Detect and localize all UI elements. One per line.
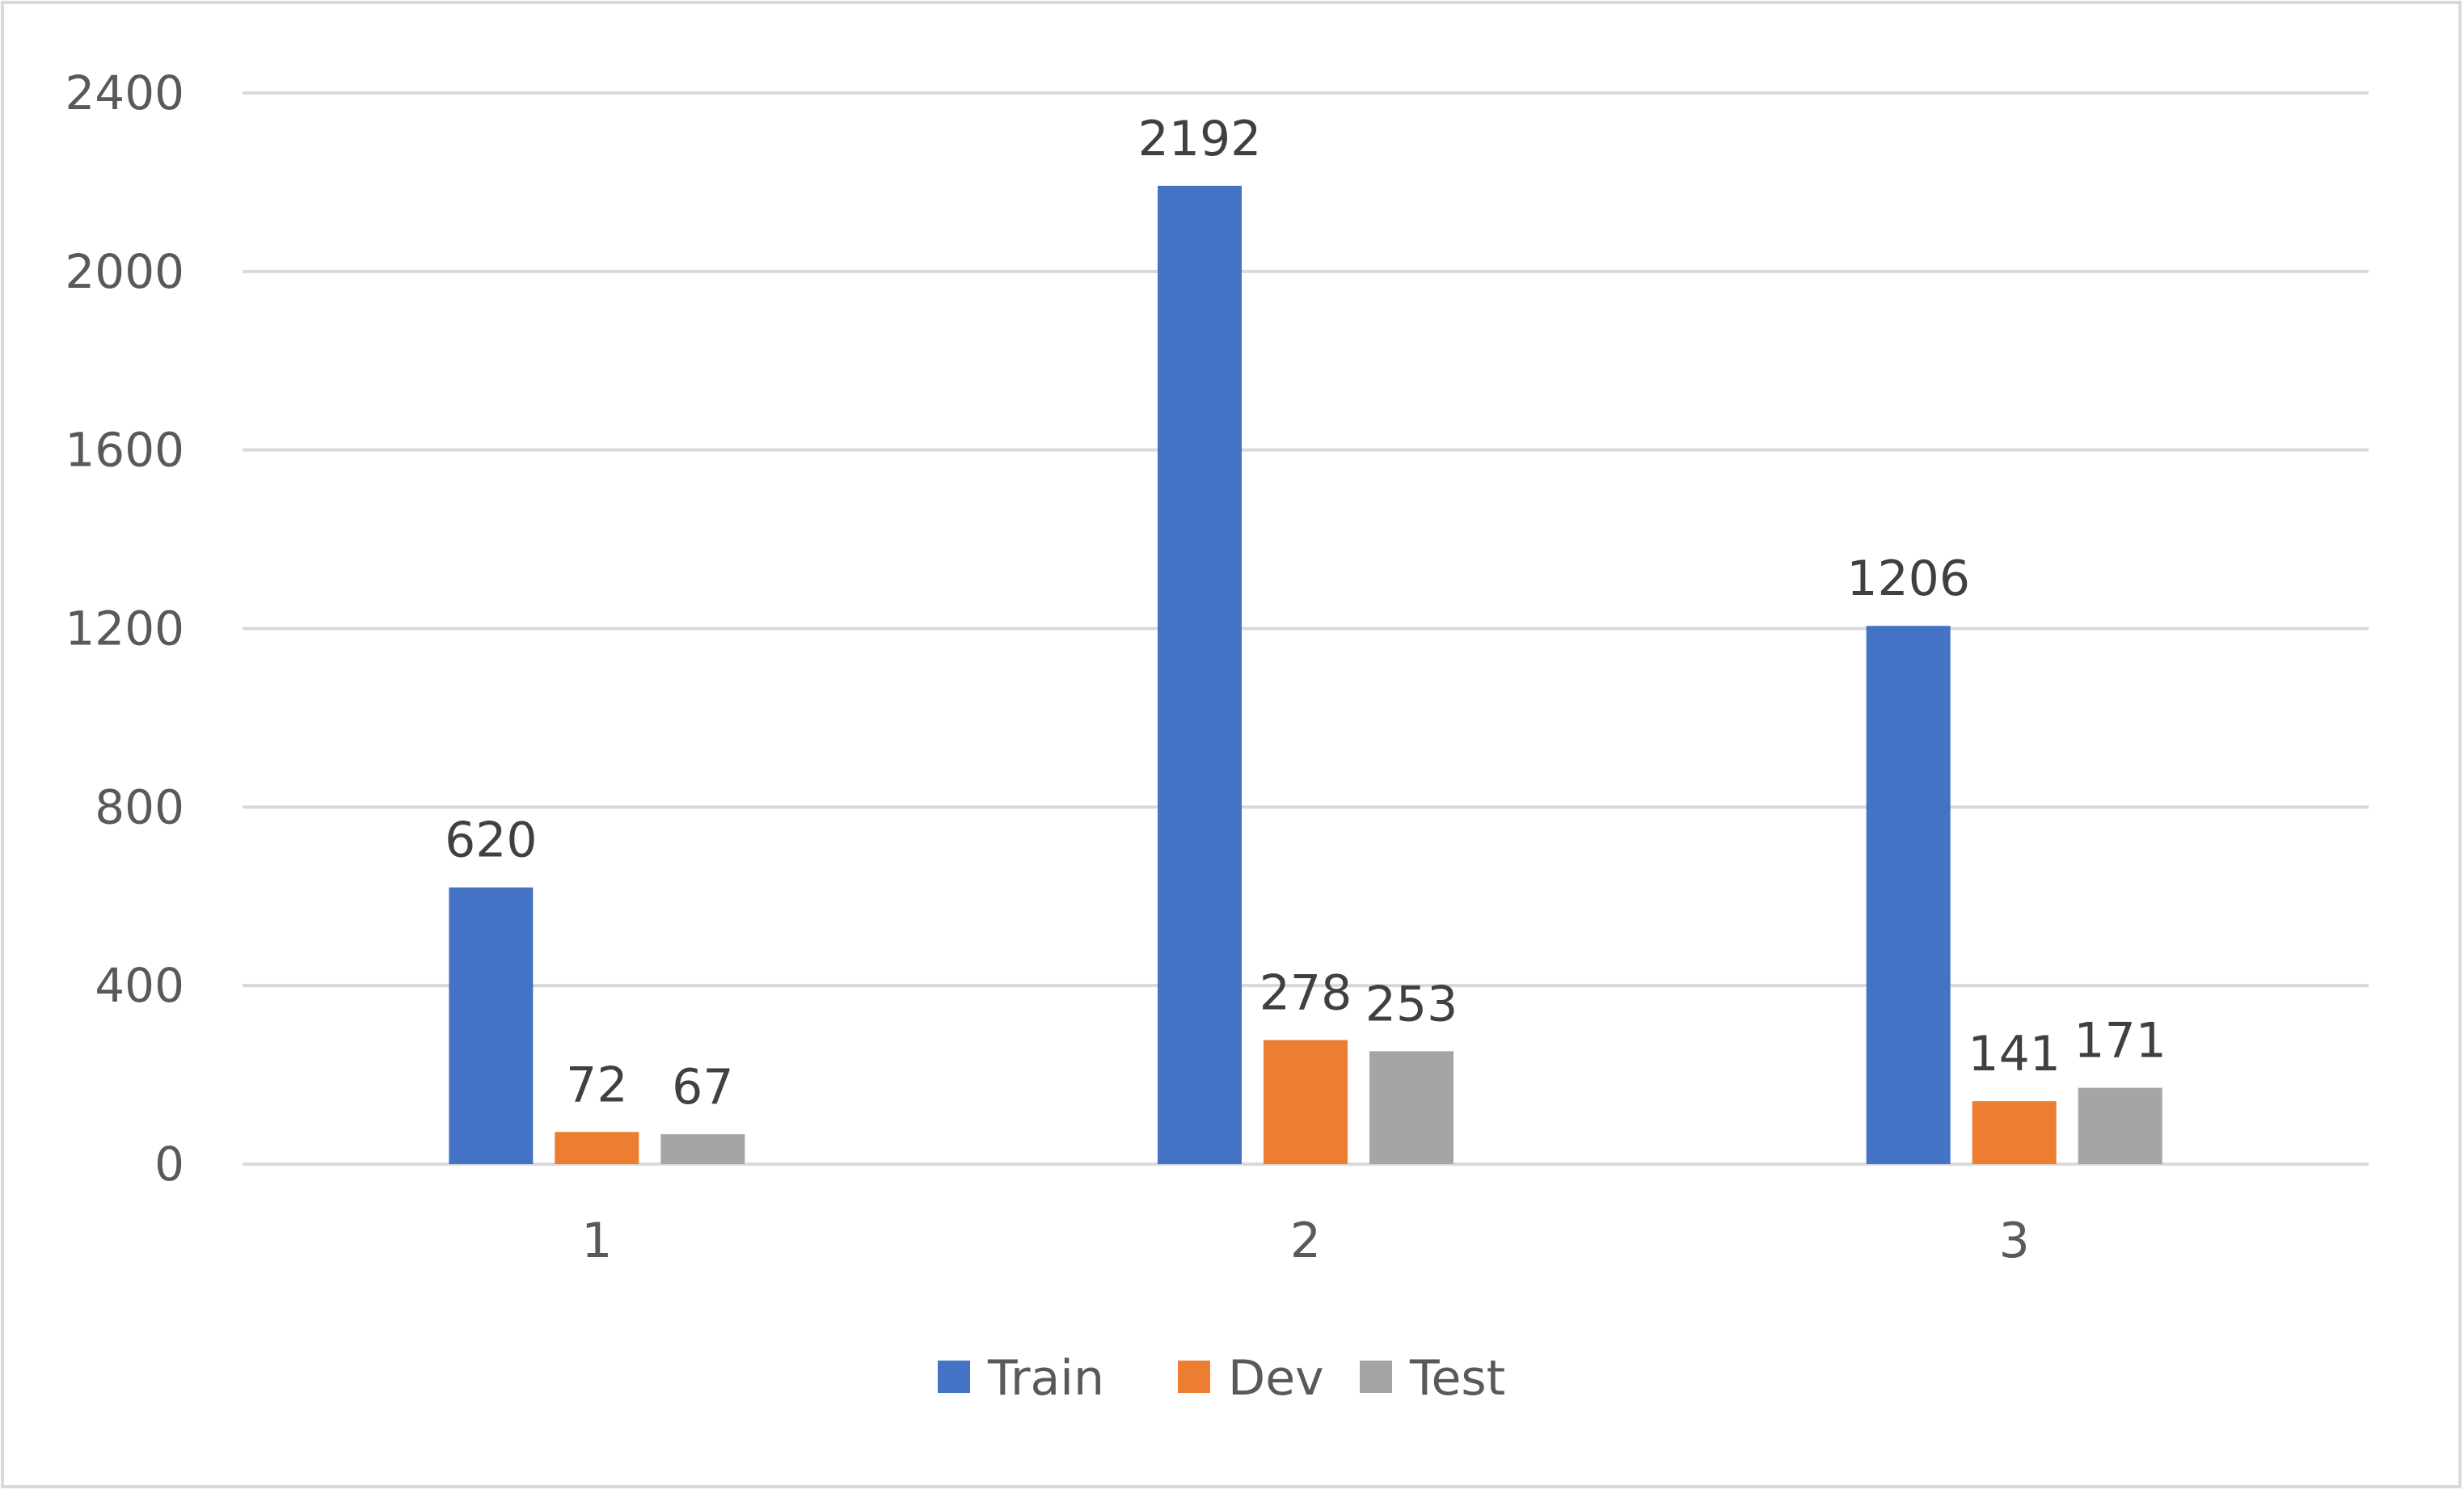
data-label: 72 xyxy=(566,1057,627,1113)
bar-train-3 xyxy=(1866,626,1951,1164)
data-label: 1206 xyxy=(1846,551,1970,607)
data-label: 278 xyxy=(1259,965,1352,1022)
legend-swatch xyxy=(1360,1361,1392,1393)
legend-item-test: Test xyxy=(1360,1350,1505,1407)
y-tick-label: 2000 xyxy=(65,244,184,299)
bars xyxy=(449,185,2162,1164)
y-axis-tick-labels: 0 400 800 1200 1600 2000 2400 xyxy=(65,65,184,1192)
legend-swatch xyxy=(1178,1361,1210,1393)
bar-train-2 xyxy=(1158,185,1242,1164)
legend-item-dev: Dev xyxy=(1178,1350,1324,1407)
x-tick-label: 1 xyxy=(581,1213,612,1269)
data-label: 620 xyxy=(445,812,538,869)
y-tick-label: 0 xyxy=(154,1137,184,1192)
y-tick-label: 1600 xyxy=(65,423,184,478)
bar-test-2 xyxy=(1369,1051,1454,1164)
y-tick-label: 2400 xyxy=(65,65,184,120)
x-tick-label: 3 xyxy=(1999,1213,2030,1269)
legend-label: Test xyxy=(1409,1350,1505,1407)
bar-dev-2 xyxy=(1264,1040,1348,1164)
x-axis-tick-labels: 1 2 3 xyxy=(581,1213,2030,1269)
legend-swatch xyxy=(938,1361,970,1393)
bar-test-1 xyxy=(660,1134,745,1164)
y-tick-label: 800 xyxy=(95,779,184,834)
legend-item-train: Train xyxy=(938,1350,1104,1407)
data-label: 171 xyxy=(2074,1013,2167,1070)
legend-label: Dev xyxy=(1228,1350,1324,1407)
bar-dev-1 xyxy=(555,1132,639,1164)
legend-label: Train xyxy=(987,1350,1104,1407)
data-label: 67 xyxy=(672,1059,733,1116)
y-tick-label: 400 xyxy=(95,958,184,1013)
data-label: 141 xyxy=(1968,1026,2061,1082)
bar-dev-3 xyxy=(1972,1101,2057,1164)
y-tick-label: 1200 xyxy=(65,601,184,656)
x-tick-label: 2 xyxy=(1290,1213,1321,1269)
data-label: 2192 xyxy=(1138,111,1262,167)
data-label: 253 xyxy=(1365,976,1458,1032)
data-labels: 620 72 67 2192 278 253 1206 141 171 xyxy=(445,111,2167,1116)
bar-test-3 xyxy=(2078,1087,2162,1164)
bar-train-1 xyxy=(449,887,534,1164)
legend: Train Dev Test xyxy=(938,1350,1505,1407)
